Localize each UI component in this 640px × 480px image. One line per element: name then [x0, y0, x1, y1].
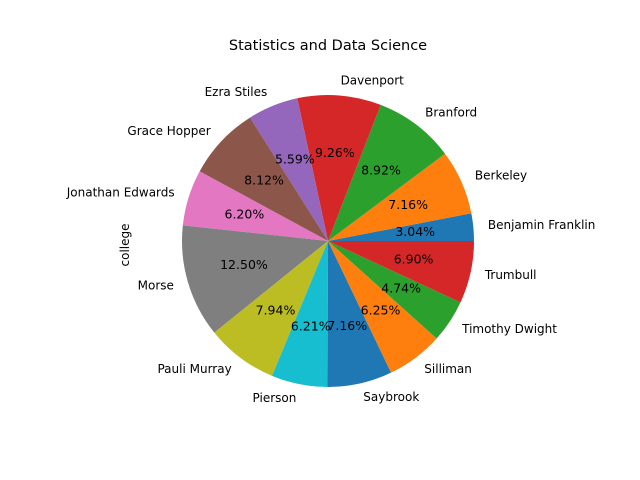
pie-slice-branford [328, 104, 446, 241]
percent-label-pierson: 6.21% [291, 318, 331, 333]
category-label-pauli-murray: Pauli Murray [157, 362, 231, 376]
percent-label-silliman: 6.25% [361, 303, 401, 318]
percent-label-morse: 12.50% [220, 257, 268, 272]
percent-label-pauli-murray: 7.94% [256, 303, 296, 318]
pie-slice-benjamin-franklin [328, 213, 474, 241]
category-label-berkeley: Berkeley [475, 169, 527, 183]
category-label-pierson: Pierson [253, 391, 297, 405]
pie-slice-ezra-stiles [249, 98, 328, 242]
pie-slice-silliman [328, 241, 437, 373]
category-label-jonathan-edwards: Jonathan Edwards [66, 186, 175, 200]
percent-label-benjamin-franklin: 3.04% [395, 224, 435, 239]
pie-slice-morse [182, 225, 328, 333]
percent-labels: 3.04% 7.16% 8.92% 9.26%5.59% 8.12% 6.20% 12.50… [220, 145, 435, 333]
category-labels: Benjamin Franklin Berkeley Branford Davenpo… [66, 73, 596, 405]
percent-label-timothy-dwight: 4.74% [381, 281, 421, 296]
pie-slice-grace-hopper [199, 117, 328, 241]
category-label-morse: Morse [138, 279, 174, 293]
percent-label-trumbull: 6.90% [394, 251, 434, 266]
percent-label-ezra-stiles: 5.59% [275, 151, 315, 166]
category-label-branford: Branford [425, 106, 477, 120]
category-label-benjamin-franklin: Benjamin Franklin [488, 218, 596, 232]
percent-label-berkeley: 7.16% [388, 197, 428, 212]
percent-label-grace-hopper: 8.12% [244, 173, 284, 188]
y-axis-label: college [118, 224, 132, 267]
category-label-silliman: Silliman [424, 362, 472, 376]
pie-slice-timothy-dwight [328, 241, 461, 339]
pie-slice-jonathan-edwards [182, 171, 328, 241]
percent-label-davenport: 9.26% [315, 145, 355, 160]
category-label-trumbull: Trumbull [484, 268, 537, 282]
chart-title: Statistics and Data Science [229, 38, 427, 54]
category-label-saybrook: Saybrook [363, 390, 419, 404]
percent-label-branford: 8.92% [361, 163, 401, 178]
pie-slice-berkeley [328, 153, 472, 241]
percent-label-saybrook: 7.16% [327, 318, 367, 333]
pie-slice-saybrook [327, 241, 392, 387]
category-label-grace-hopper: Grace Hopper [127, 124, 210, 138]
pie-slice-davenport [297, 95, 381, 241]
pie-slices [182, 95, 474, 387]
category-label-ezra-stiles: Ezra Stiles [205, 85, 268, 99]
percent-label-jonathan-edwards: 6.20% [225, 206, 265, 221]
pie-slice-pierson [272, 241, 328, 387]
pie-slice-pauli-murray [214, 241, 328, 376]
category-label-davenport: Davenport [341, 73, 405, 87]
pie-slice-trumbull [328, 241, 474, 303]
category-label-timothy-dwight: Timothy Dwight [461, 322, 557, 336]
